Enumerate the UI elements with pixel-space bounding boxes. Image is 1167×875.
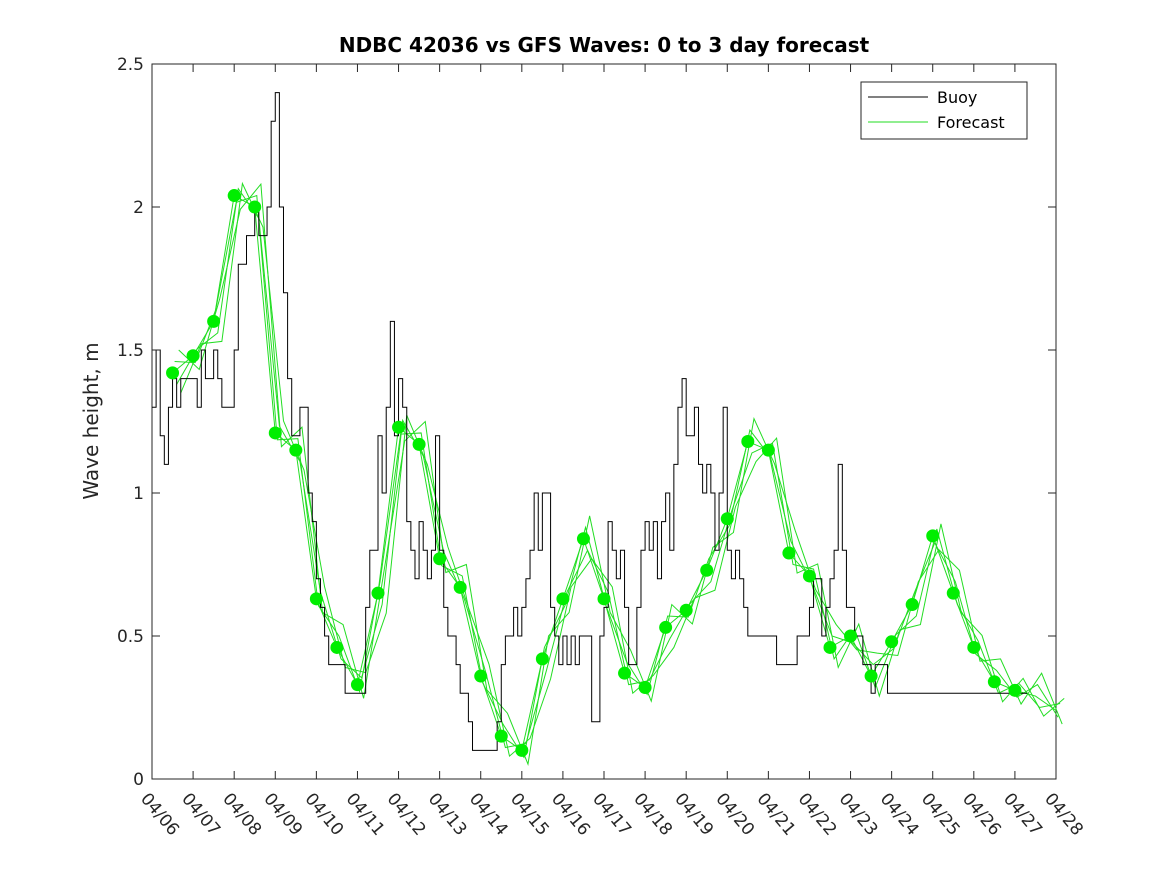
forecast-marker [227,189,241,203]
forecast-marker [330,640,344,654]
y-tick-label: 0.5 [117,627,144,647]
buoy-line [152,92,1028,751]
forecast-marker [433,552,447,566]
forecast-marker [761,443,775,457]
forecast-marker [248,200,262,214]
forecast-marker [679,603,693,617]
forecast-marker [782,546,796,560]
y-tick-label: 1.5 [117,341,144,361]
forecast-marker [371,586,385,600]
forecast-marker [289,443,303,457]
forecast-marker [412,437,426,451]
y-tick-label: 0 [133,770,144,790]
forecast-marker [186,349,200,363]
forecast-marker [494,729,508,743]
forecast-marker [844,629,858,643]
forecast-marker [207,314,221,328]
y-tick-label: 2 [133,198,144,218]
forecast-marker [474,669,488,683]
forecast-marker [166,366,180,380]
forecast-marker [392,420,406,434]
forecast-marker [905,598,919,612]
forecast-marker [597,592,611,606]
forecast-marker [802,569,816,583]
legend-forecast-label: Forecast [937,113,1005,132]
forecast-marker [987,675,1001,689]
forecast-marker [864,669,878,683]
plot-area [151,63,1065,780]
forecast-line [176,187,1061,749]
legend-box [860,81,1028,140]
axes-box [151,63,1057,780]
y-tick-label: 1 [133,484,144,504]
forecast-marker [453,580,467,594]
y-axis-label: Wave height, m [79,342,103,499]
forecast-marker [885,635,899,649]
forecast-marker [618,666,632,680]
y-tick-label: 2.5 [117,55,144,75]
chart-title: NDBC 42036 vs GFS Waves: 0 to 3 day fore… [339,33,870,57]
buoy-series-line [152,92,1028,751]
forecast-marker [515,743,529,757]
forecast-series-lines [172,181,1065,766]
forecast-marker [967,640,981,654]
legend: Buoy Forecast [860,81,1028,140]
forecast-marker [1008,683,1022,697]
forecast-marker [926,529,940,543]
forecast-marker [638,680,652,694]
forecast-marker [268,426,282,440]
forecast-line [180,181,1065,758]
forecast-marker [823,640,837,654]
forecast-marker [535,652,549,666]
forecast-marker [741,435,755,449]
legend-buoy-label: Buoy [937,88,977,107]
forecast-marker [309,592,323,606]
forecast-marker [576,532,590,546]
forecast-marker [946,586,960,600]
forecast-marker [556,592,570,606]
forecast-marker [720,512,734,526]
forecast-markers [166,189,1022,757]
forecast-marker [700,563,714,577]
forecast-marker [659,620,673,634]
forecast-marker [350,678,364,692]
y-axis: 0 0.5 1 1.5 2 2.5 [117,55,1056,790]
